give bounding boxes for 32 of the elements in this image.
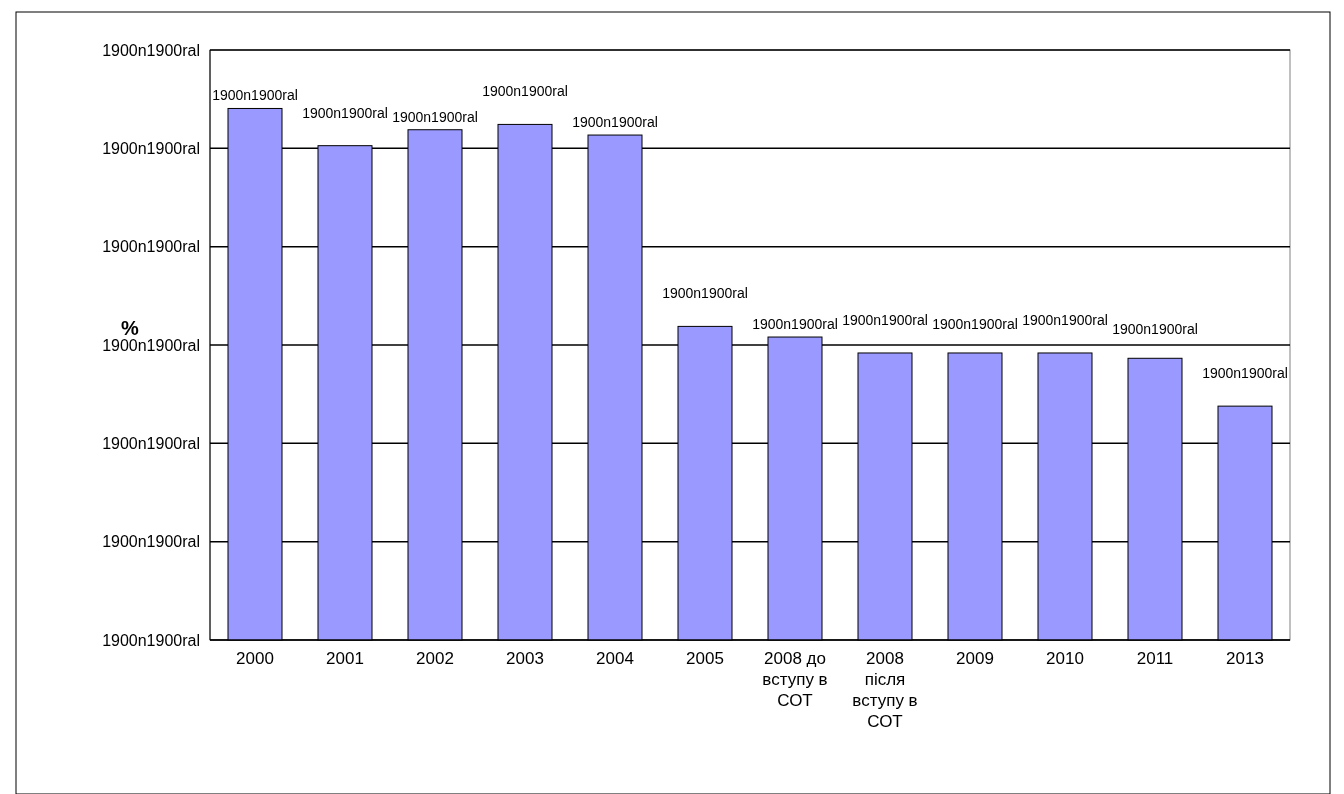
annotation: 1900n1900ral — [212, 87, 298, 104]
x-tick-label: 2009 — [956, 649, 994, 668]
annotation: 1900n1900ral — [572, 114, 658, 131]
text: 1900n1900ral — [102, 533, 200, 551]
x-tick-label: 2001 — [326, 649, 364, 668]
text: 1900n1900ral — [102, 139, 200, 157]
annotation: 1900n1900ral — [752, 316, 838, 333]
x-tick-label: 2003 — [506, 649, 544, 668]
x-tick-label: 2013 — [1226, 649, 1264, 668]
annotation: 1900n1900ral — [932, 315, 1018, 332]
text: 1900n1900ral — [102, 41, 200, 59]
y-axis-title: % — [121, 317, 140, 339]
annotation: 1900n1900ral — [662, 285, 748, 302]
text: 1900n1900ral — [102, 434, 200, 452]
annotation: 1900n1900ral — [482, 83, 568, 100]
x-tick-label: 2011 — [1136, 649, 1174, 668]
annotation: 1900n1900ral — [1022, 311, 1108, 328]
text: 1900n1900ral — [102, 631, 200, 649]
annotation: 1900n1900ral — [392, 108, 478, 125]
text: 1900n1900ral — [102, 336, 200, 354]
x-tick-label: 2004 — [596, 649, 634, 668]
x-tick-label: 2008 до вступу в СОТ — [762, 649, 828, 710]
annotation: 1900n1900ral — [1112, 321, 1198, 338]
x-tick-label: 2010 — [1046, 649, 1084, 668]
x-tick-label: 2000 — [236, 649, 274, 668]
annotation: 1900n1900ral — [1202, 365, 1288, 382]
x-tick-label: 2002 — [416, 649, 454, 668]
x-tick-label: 2005 — [686, 649, 724, 668]
text: 1900n1900ral — [102, 238, 200, 256]
annotation: 1900n1900ral — [842, 311, 928, 328]
x-tick-label: 2008 після вступу в СОТ — [852, 649, 918, 731]
annotation: 1900n1900ral — [302, 104, 388, 121]
